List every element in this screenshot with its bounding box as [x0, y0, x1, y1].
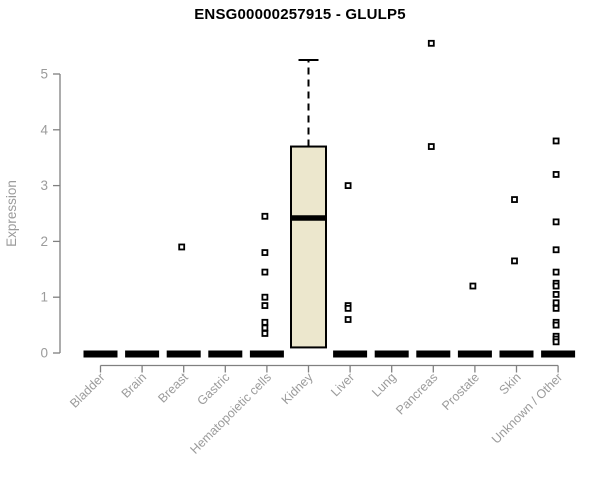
- outlier-point: [344, 182, 352, 190]
- outlier-point: [552, 304, 560, 312]
- chart-title: ENSG00000257915 - GLULP5: [194, 6, 406, 23]
- y-axis-tick-label: 2: [40, 234, 48, 249]
- outlier-point: [552, 171, 560, 178]
- outlier-point: [344, 316, 352, 323]
- x-axis-label-bladder: Bladder: [67, 370, 107, 410]
- y-axis-tick-label: 1: [40, 290, 48, 305]
- outlier-point: [552, 268, 560, 276]
- x-axis-label-brain: Brain: [119, 370, 150, 401]
- outlier-point: [427, 39, 435, 47]
- collapsed-box: [374, 350, 409, 358]
- outlier-point: [261, 302, 269, 309]
- x-axis-label-hematopoietic-cells: Hematopoietic cells: [187, 370, 274, 457]
- collapsed-box: [208, 350, 243, 358]
- outlier-point: [344, 304, 352, 312]
- outlier-point: [552, 246, 560, 254]
- collapsed-box: [166, 350, 201, 358]
- x-axis-label-skin: Skin: [497, 370, 524, 397]
- outlier-point: [511, 196, 518, 203]
- x-axis-label-unknown-other: Unknown / Other: [489, 370, 565, 446]
- outlier-point: [261, 318, 269, 326]
- collapsed-box: [249, 350, 284, 358]
- collapsed-box: [416, 350, 451, 358]
- box: [290, 145, 327, 349]
- y-axis-tick-label: 4: [40, 122, 48, 137]
- outlier-point: [552, 291, 560, 298]
- collapsed-box: [83, 350, 118, 358]
- collapsed-box: [499, 350, 534, 358]
- y-axis-tick-label: 3: [40, 178, 48, 193]
- outlier-point: [511, 257, 518, 265]
- x-axis-label-prostate: Prostate: [439, 370, 482, 413]
- y-axis-tick-label: 5: [40, 67, 48, 82]
- outlier-point: [552, 299, 560, 307]
- outlier-point: [261, 293, 269, 301]
- x-axis-label-lung: Lung: [369, 370, 399, 400]
- y-axis-title: Expression: [4, 180, 19, 247]
- outlier-point: [469, 282, 477, 290]
- outlier-point: [552, 282, 560, 290]
- outlier-point: [178, 243, 186, 251]
- outlier-point: [552, 218, 560, 226]
- outlier-point: [261, 212, 269, 220]
- outlier-point: [261, 249, 269, 256]
- collapsed-box: [125, 350, 160, 358]
- outlier-point: [261, 324, 269, 332]
- outlier-point: [552, 137, 560, 145]
- outlier-point: [552, 338, 560, 346]
- collapsed-box: [541, 350, 576, 358]
- outlier-point: [261, 330, 269, 337]
- outlier-point: [261, 268, 269, 276]
- x-axis-label-pancreas: Pancreas: [393, 370, 440, 417]
- outlier-point: [552, 321, 560, 329]
- collapsed-box: [457, 350, 492, 358]
- x-axis-label-kidney: Kidney: [279, 370, 316, 407]
- x-axis-label-liver: Liver: [328, 370, 357, 399]
- outlier-point: [427, 143, 435, 150]
- x-axis-label-gastric: Gastric: [195, 370, 233, 408]
- y-axis-tick-label: 0: [40, 346, 48, 361]
- x-axis-label-breast: Breast: [155, 370, 191, 406]
- collapsed-box: [333, 350, 368, 358]
